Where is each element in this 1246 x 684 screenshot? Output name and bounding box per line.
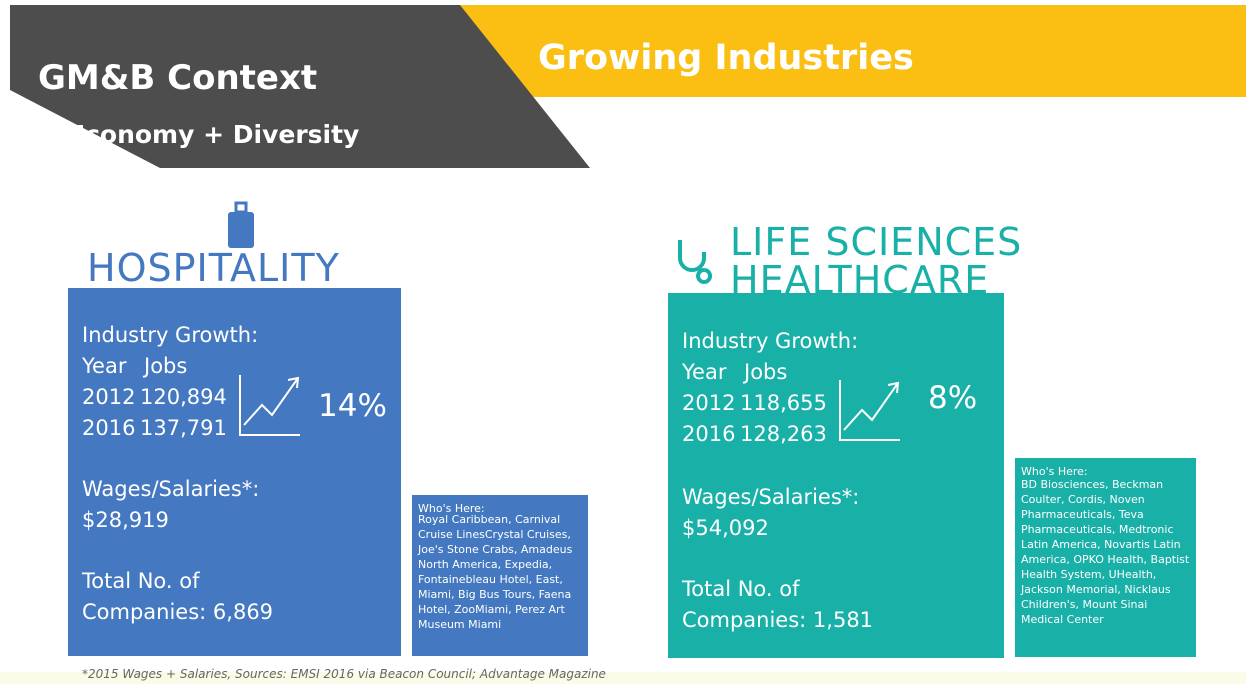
companies: Total No. of — [682, 577, 800, 601]
footnote: *2015 Wages + Salaries, Sources: EMSI 20… — [82, 667, 606, 681]
luggage-icon — [228, 201, 254, 248]
hospitality-box — [68, 288, 401, 656]
year: 2012 — [682, 391, 736, 415]
companies: Companies: 6,869 — [82, 600, 274, 624]
jobs: 120,894 — [140, 385, 227, 409]
whos-here: Royal Caribbean, Carnival Cruise LinesCr… — [418, 513, 573, 631]
wages: $54,092 — [682, 516, 769, 540]
growth-icon — [239, 375, 900, 441]
banner-shape — [460, 5, 1246, 97]
col-jobs: Jobs — [144, 354, 188, 378]
growth-percent: 8% — [928, 380, 978, 416]
industry-name: HOSPITALITY — [87, 246, 340, 290]
banner: Growing Industries — [538, 38, 914, 78]
year: 2016 — [82, 416, 136, 440]
jobs: 128,263 — [740, 422, 827, 446]
whos-here-label: Who's Here: — [1021, 465, 1088, 478]
footer-band — [0, 672, 1246, 684]
growth-label: Industry Growth: — [82, 323, 259, 347]
growth-label: Industry Growth: — [682, 329, 859, 353]
col-year: Year — [682, 360, 727, 384]
col-year: Year — [82, 354, 127, 378]
hospitality-who-box — [412, 495, 588, 656]
title: GM&B Context — [38, 58, 318, 98]
industry-name: LIFE SCIENCES — [730, 220, 1023, 264]
jobs: 118,655 — [740, 391, 827, 415]
year: 2012 — [82, 385, 136, 409]
subtitle: Economy + Diversity — [68, 120, 360, 149]
wages: $28,919 — [82, 508, 169, 532]
title-shape — [10, 5, 590, 168]
jobs: 137,791 — [140, 416, 227, 440]
life-box — [668, 293, 1004, 658]
stethoscope-icon — [678, 240, 713, 284]
wages-label: Wages/Salaries*: — [82, 477, 260, 501]
companies: Total No. of — [82, 569, 200, 593]
whos-here: BD Biosciences, Beckman Coulter, Cordis,… — [1021, 478, 1190, 626]
wages-label: Wages/Salaries*: — [682, 485, 860, 509]
whos-here-label: Who's Here: — [418, 502, 485, 515]
industry-name: HEALTHCARE — [730, 258, 990, 302]
growth-percent: 14% — [318, 388, 387, 424]
companies: Companies: 1,581 — [682, 608, 874, 632]
year: 2016 — [682, 422, 736, 446]
col-jobs: Jobs — [744, 360, 788, 384]
life-who-box — [1015, 458, 1196, 657]
